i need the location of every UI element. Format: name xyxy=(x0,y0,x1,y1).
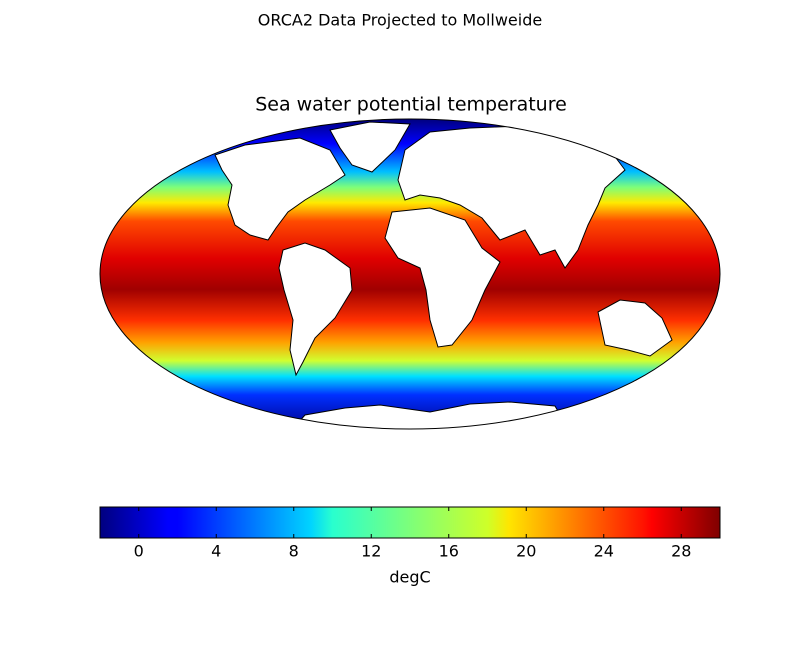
colorbar-tick-label: 20 xyxy=(516,542,536,561)
colorbar-label: degC xyxy=(389,568,430,587)
greenland xyxy=(329,121,411,173)
colorbar-tick-label: 0 xyxy=(134,542,144,561)
map-boundary xyxy=(99,118,721,430)
map-title: Sea water potential temperature xyxy=(255,94,567,116)
colorbar-tick-label: 4 xyxy=(211,542,221,561)
colorbar-tick-label: 24 xyxy=(594,542,614,561)
colorbar-tick-label: 12 xyxy=(361,542,381,561)
africa xyxy=(384,207,501,348)
north-america xyxy=(214,137,346,241)
map xyxy=(100,119,720,429)
colorbar-tick-label: 8 xyxy=(289,542,299,561)
colorbar-tick-label: 28 xyxy=(671,542,691,561)
australia xyxy=(597,299,673,357)
figure-title: ORCA2 Data Projected to Mollweide xyxy=(258,11,542,30)
south-america xyxy=(278,242,353,377)
colorbar xyxy=(99,506,721,539)
colorbar-tick-label: 16 xyxy=(439,542,459,561)
